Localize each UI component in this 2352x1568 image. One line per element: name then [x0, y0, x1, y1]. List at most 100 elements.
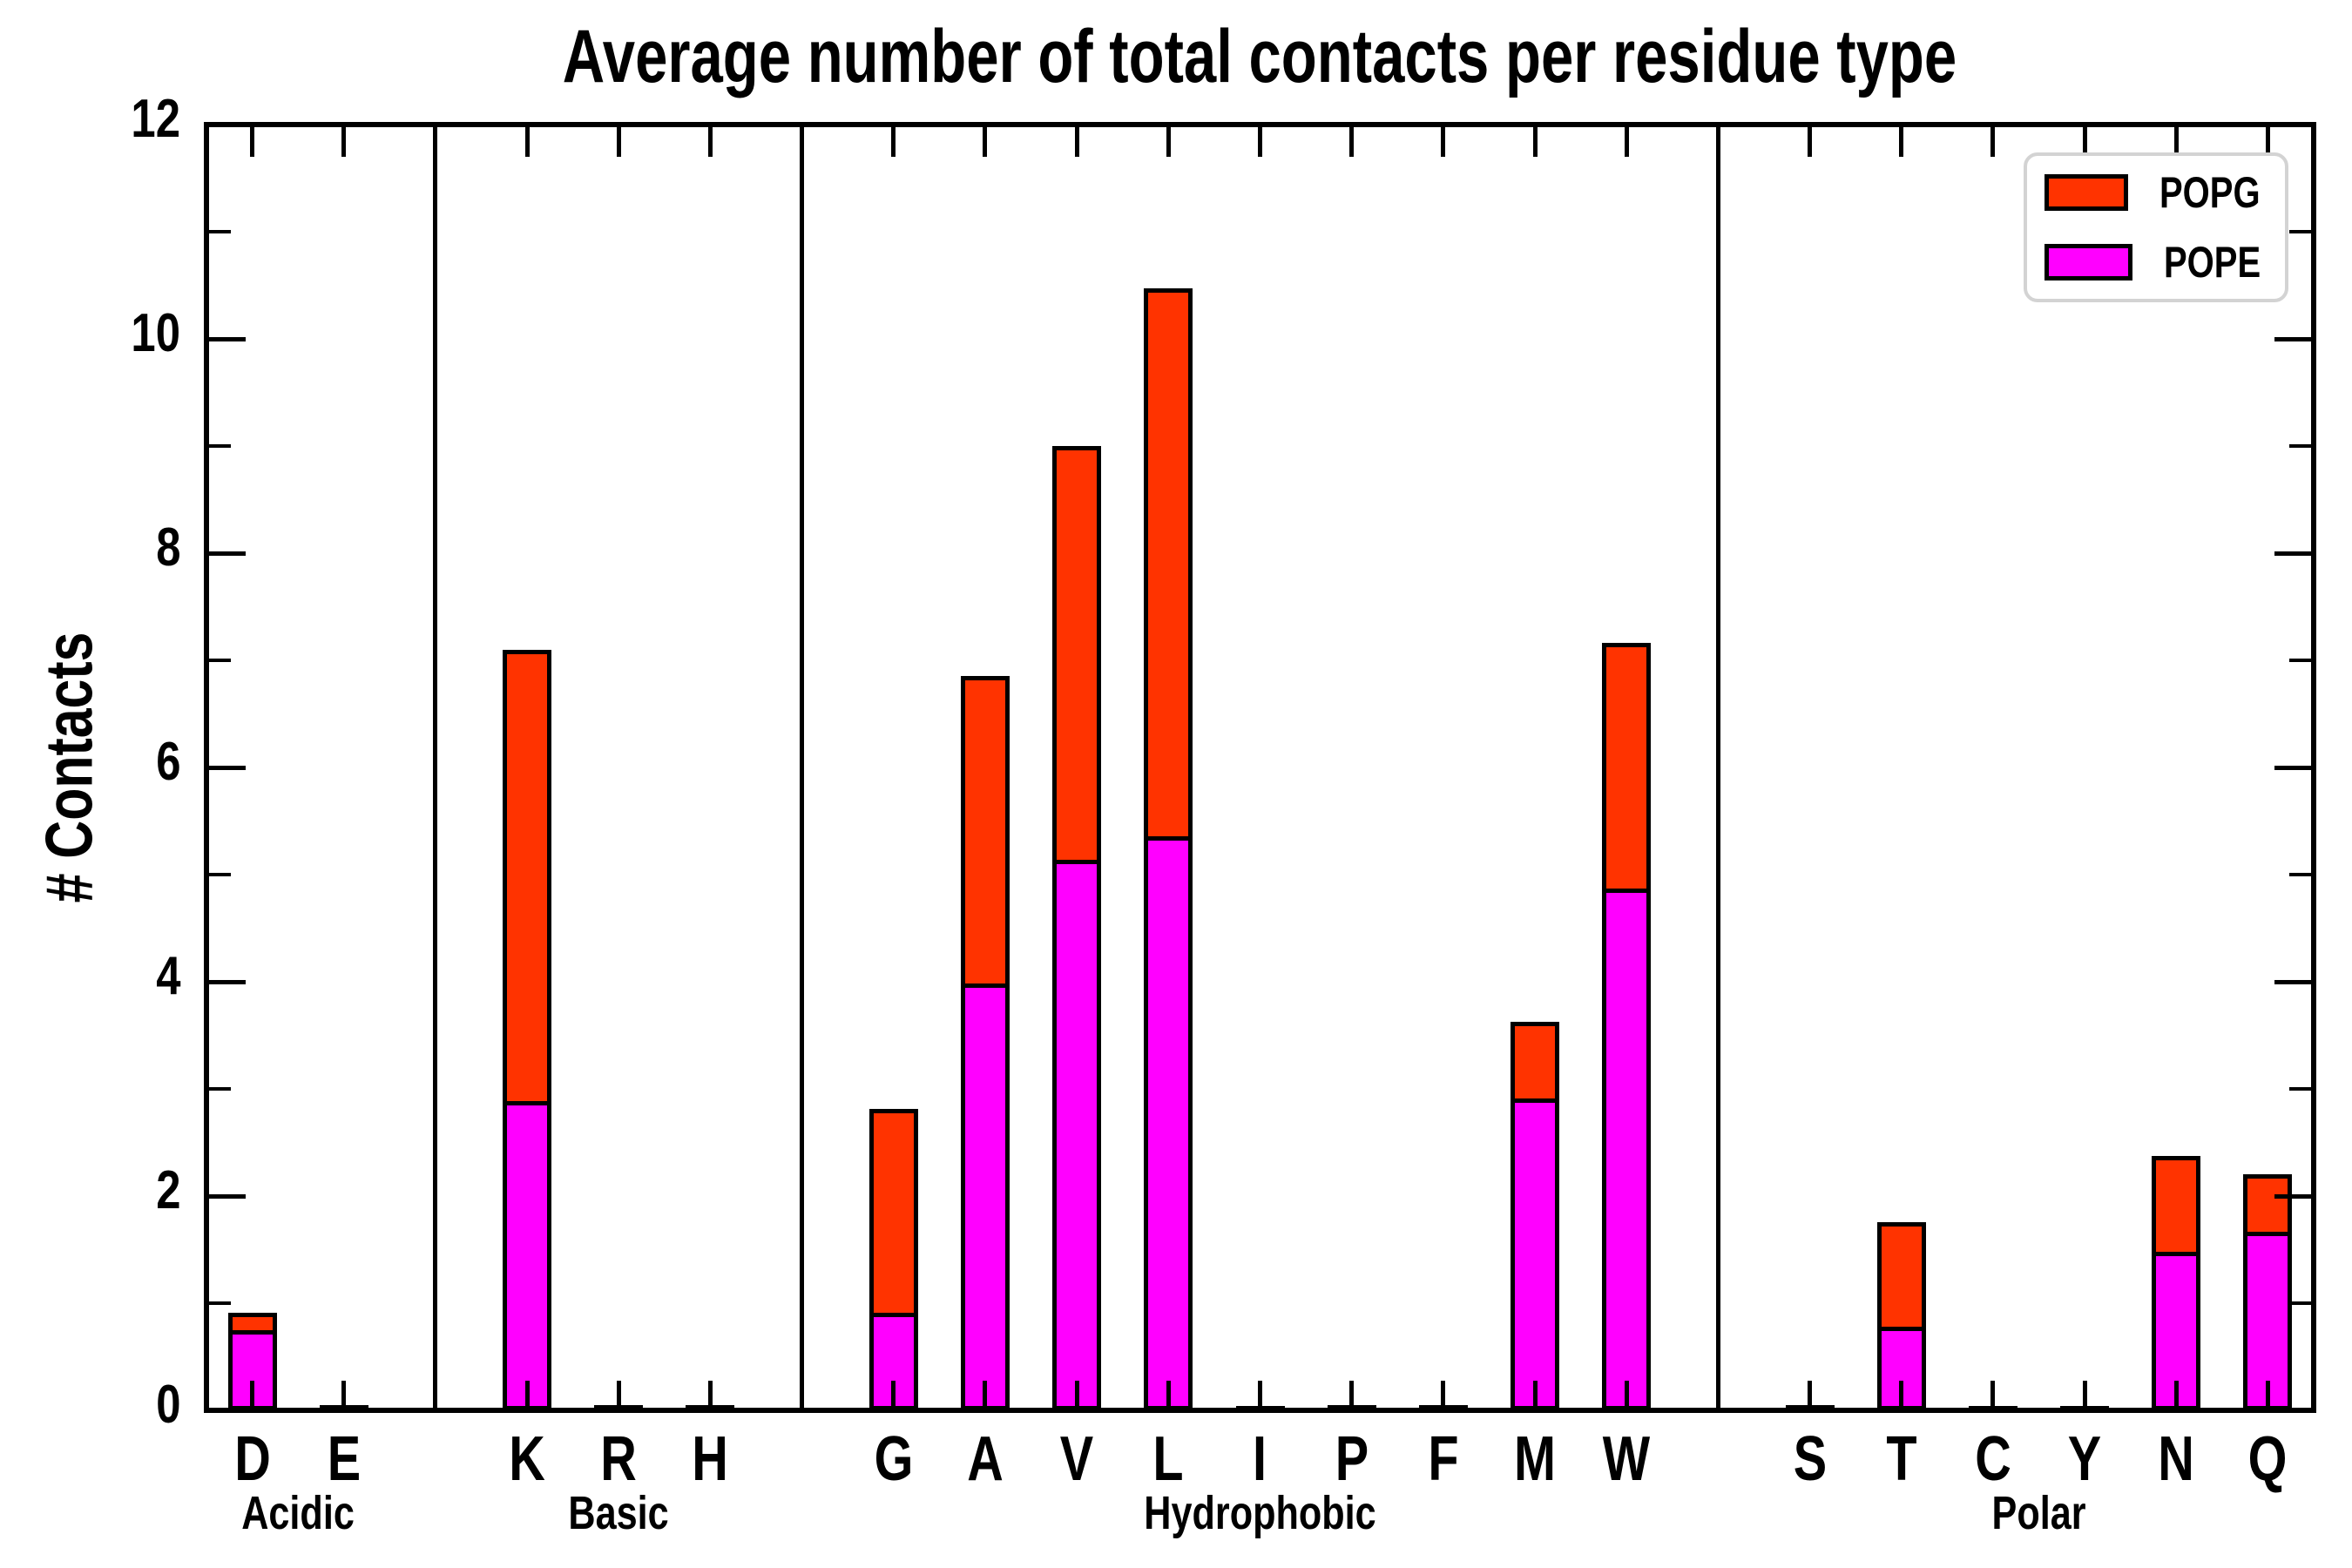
x-tick-top-P: [1349, 127, 1355, 157]
y-tick-minor-left-5: [209, 873, 231, 876]
x-tick-label-T: T: [1886, 1424, 1917, 1494]
y-tick-minor-right-7: [2289, 659, 2311, 662]
x-tick-top-D: [250, 127, 255, 157]
bar-segment-K-pope: [503, 1100, 552, 1410]
legend-label-pope: POPE: [2164, 238, 2261, 287]
group-label-polar: Polar: [1991, 1487, 2086, 1539]
bar-segment-W-popg: [1602, 643, 1652, 893]
y-tick-label-8: 8: [155, 517, 180, 578]
x-tick-top-G: [891, 127, 896, 157]
x-tick-top-F: [1441, 127, 1446, 157]
x-tick-label-P: P: [1335, 1424, 1369, 1494]
y-tick-major-right-0: [2274, 1408, 2311, 1413]
x-tick-bottom-H: [707, 1381, 713, 1410]
y-tick-label-0: 0: [155, 1375, 180, 1435]
y-tick-minor-left-3: [209, 1087, 231, 1091]
x-tick-bottom-W: [1624, 1381, 1629, 1410]
x-tick-top-A: [983, 127, 988, 157]
y-tick-minor-left-7: [209, 659, 231, 662]
x-tick-label-W: W: [1603, 1424, 1651, 1494]
y-tick-label-2: 2: [155, 1160, 180, 1220]
bar-segment-D-popg: [227, 1313, 277, 1335]
bar-segment-T-popg: [1876, 1221, 1926, 1332]
bar-segment-L-popg: [1144, 288, 1193, 841]
bar-segment-K-popg: [503, 649, 552, 1105]
x-tick-label-L: L: [1152, 1424, 1184, 1494]
bar-segment-V-pope: [1052, 859, 1102, 1410]
bar-segment-M-pope: [1511, 1098, 1560, 1410]
x-tick-label-N: N: [2158, 1424, 2195, 1494]
bar-segment-V-popg: [1052, 446, 1102, 864]
legend-label-popg: POPG: [2159, 168, 2261, 217]
y-tick-minor-right-3: [2289, 1087, 2311, 1091]
chart-title-text: Average number of total contacts per res…: [562, 15, 1957, 98]
y-tick-major-right-10: [2274, 336, 2311, 341]
x-tick-top-Q: [2265, 127, 2270, 157]
x-tick-bottom-L: [1166, 1381, 1171, 1410]
legend-swatch-popg: [2044, 174, 2128, 211]
y-tick-major-right-4: [2274, 979, 2311, 984]
y-tick-major-right-2: [2274, 1193, 2311, 1199]
x-tick-label-E: E: [327, 1424, 361, 1494]
x-tick-bottom-A: [983, 1381, 988, 1410]
y-tick-major-left-10: [209, 336, 246, 341]
y-tick-minor-right-9: [2289, 444, 2311, 448]
x-tick-bottom-I: [1258, 1381, 1262, 1410]
x-tick-top-K: [524, 127, 530, 157]
x-tick-label-M: M: [1514, 1424, 1557, 1494]
x-tick-bottom-M: [1532, 1381, 1538, 1410]
x-tick-label-R: R: [600, 1424, 638, 1494]
y-tick-major-left-2: [209, 1193, 246, 1199]
x-tick-bottom-E: [341, 1381, 347, 1410]
group-label-hydrophobic: Hydrophobic: [1144, 1487, 1376, 1539]
x-tick-top-Y: [2082, 127, 2087, 157]
legend-item-pope: POPE: [2044, 237, 2285, 287]
x-tick-top-R: [616, 127, 621, 157]
y-tick-minor-right-5: [2289, 873, 2311, 876]
x-tick-label-Q: Q: [2247, 1424, 2288, 1494]
legend-item-popg: POPG: [2044, 167, 2285, 218]
x-tick-label-F: F: [1428, 1424, 1459, 1494]
y-tick-label-4: 4: [155, 946, 180, 1006]
x-tick-label-V: V: [1059, 1424, 1094, 1494]
group-divider-1: [800, 125, 805, 1410]
y-tick-label-10: 10: [131, 303, 180, 363]
x-tick-top-V: [1074, 127, 1079, 157]
y-tick-major-left-12: [209, 122, 246, 127]
group-label-acidic: Acidic: [241, 1487, 355, 1539]
y-tick-major-left-6: [209, 765, 246, 770]
x-tick-top-T: [1899, 127, 1904, 157]
bar-segment-G-popg: [868, 1109, 918, 1318]
x-tick-top-W: [1624, 127, 1629, 157]
x-tick-top-S: [1808, 127, 1813, 157]
bar-segment-M-popg: [1511, 1021, 1560, 1104]
x-tick-bottom-C: [1990, 1381, 1996, 1410]
bar-segment-A-pope: [960, 983, 1010, 1410]
x-tick-bottom-G: [891, 1381, 896, 1410]
x-tick-top-E: [341, 127, 347, 157]
x-tick-bottom-Y: [2082, 1381, 2087, 1410]
x-tick-bottom-N: [2173, 1381, 2179, 1410]
y-tick-major-left-8: [209, 551, 246, 556]
bar-segment-Q-popg: [2243, 1174, 2293, 1236]
x-tick-bottom-D: [250, 1381, 255, 1410]
y-tick-major-right-12: [2274, 122, 2311, 127]
x-tick-label-K: K: [509, 1424, 545, 1494]
y-tick-major-left-4: [209, 979, 246, 984]
x-tick-top-I: [1258, 127, 1262, 157]
x-tick-bottom-T: [1899, 1381, 1904, 1410]
x-tick-label-A: A: [967, 1424, 1004, 1494]
bar-segment-L-pope: [1144, 835, 1193, 1410]
x-tick-bottom-P: [1349, 1381, 1355, 1410]
y-tick-minor-left-11: [209, 230, 231, 233]
x-tick-top-L: [1166, 127, 1171, 157]
group-divider-2: [1715, 125, 1720, 1410]
x-tick-bottom-Q: [2265, 1381, 2270, 1410]
y-tick-major-right-8: [2274, 551, 2311, 556]
x-tick-label-H: H: [692, 1424, 729, 1494]
y-tick-minor-left-1: [209, 1301, 231, 1305]
x-tick-bottom-S: [1808, 1381, 1813, 1410]
chart-title: Average number of total contacts per res…: [366, 14, 2153, 100]
group-label-basic: Basic: [568, 1487, 669, 1539]
